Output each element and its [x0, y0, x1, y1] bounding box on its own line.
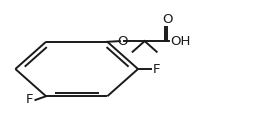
- Text: F: F: [26, 93, 33, 107]
- Text: O: O: [117, 35, 127, 48]
- Text: OH: OH: [170, 35, 190, 48]
- Text: O: O: [162, 13, 173, 26]
- Text: F: F: [153, 63, 160, 75]
